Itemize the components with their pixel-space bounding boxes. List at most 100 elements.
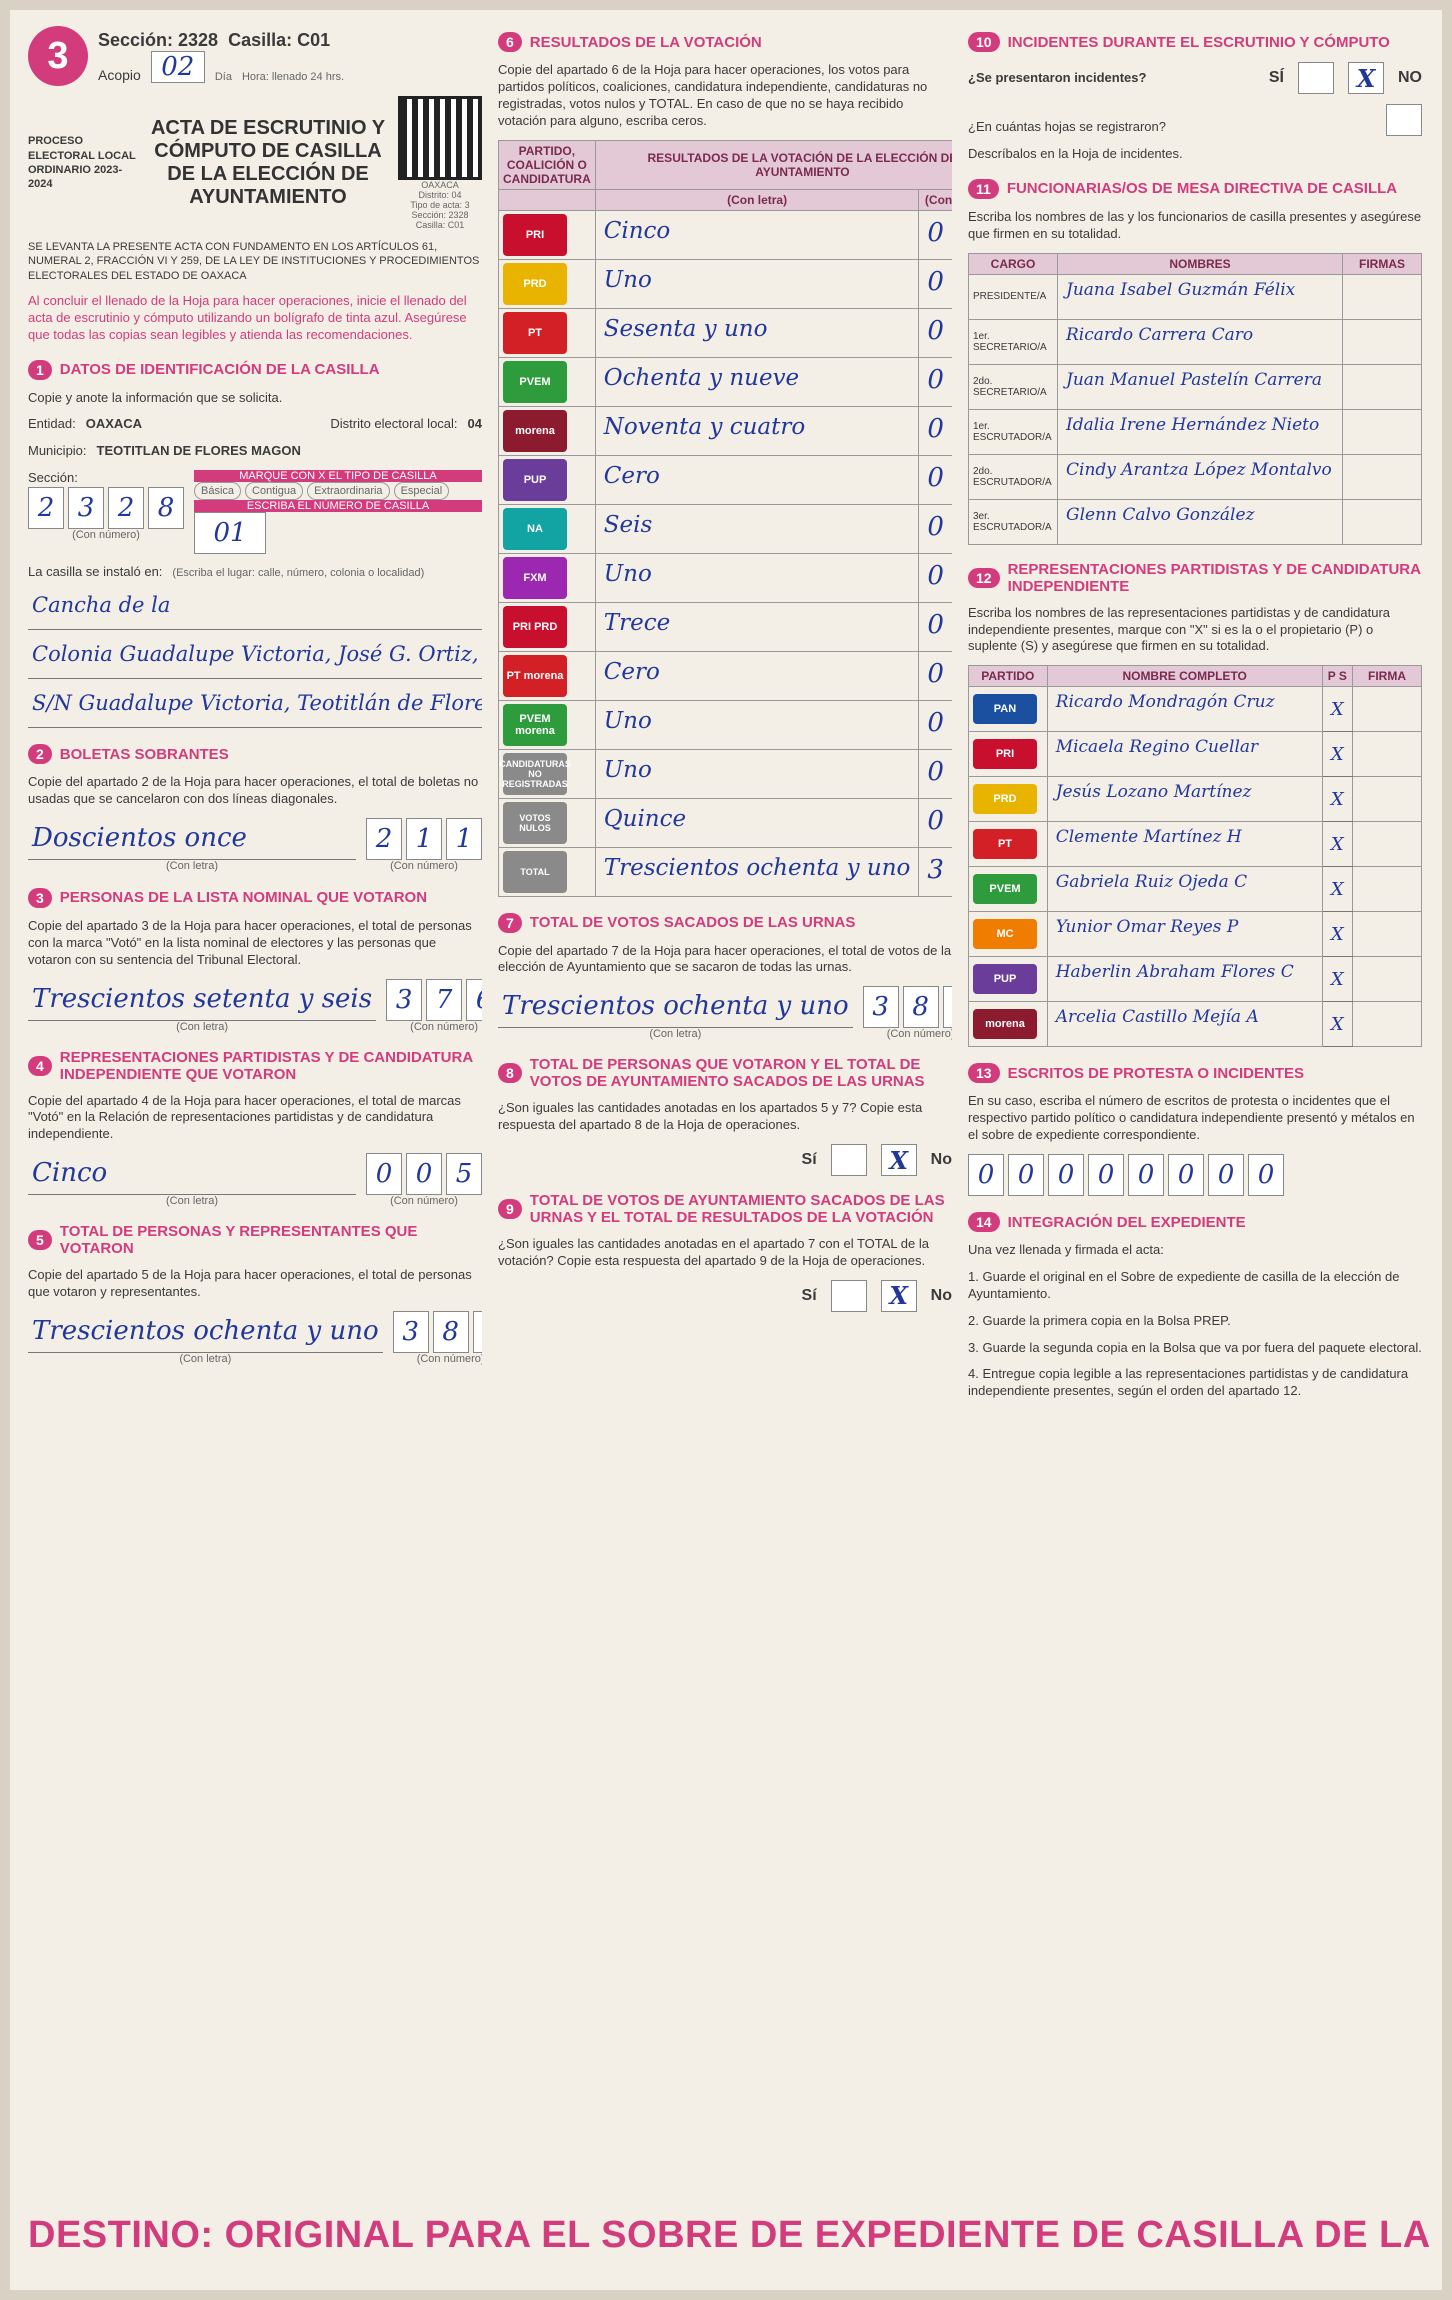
- hora-label: Hora: llenado 24 hrs.: [241, 70, 345, 83]
- no-label: No: [930, 1151, 952, 1169]
- nombre-cell: Gabriela Ruiz Ojeda C: [1046, 866, 1323, 913]
- digit: 3: [392, 1311, 429, 1354]
- party-cell: MC: [968, 911, 1048, 958]
- section-text: Copie del apartado 6 de la Hoja para hac…: [498, 62, 928, 128]
- title-row: PROCESO ELECTORAL LOCAL ORDINARIO 2023-2…: [28, 96, 482, 230]
- digit: 0: [366, 1153, 402, 1196]
- header-ids: Sección: 2328 Casilla: C01 Acopio 02 Día Hora…: [98, 30, 482, 83]
- letter-field: Trescientos ochenta y uno (Con letra): [28, 1314, 383, 1365]
- qr-info: Sección: 2328: [411, 210, 469, 220]
- instalada-row: La casilla se instaló en: (Escriba el lug…: [28, 564, 482, 581]
- section-title: REPRESENTACIONES PARTIDISTAS Y DE CANDID…: [1007, 560, 1421, 595]
- handwritten-name: Ricardo Mondragón Cruz: [1055, 692, 1275, 713]
- cargo: 2do. SECRETARIO/A: [968, 363, 1058, 410]
- handwritten-votes: Uno: [603, 707, 652, 734]
- section-number: 3: [28, 887, 52, 908]
- question: ¿Se presentaron incidentes?: [968, 69, 1147, 85]
- nombre-cell: Ricardo Carrera Caro: [1057, 318, 1343, 365]
- party-logo: NA: [503, 507, 567, 550]
- digit: 1: [472, 1311, 482, 1354]
- section-text: Copie y anote la información que se soli…: [28, 389, 283, 405]
- party-cell: VOTOS NULOS: [498, 797, 596, 848]
- number-field: 381(Con número): [862, 986, 952, 1041]
- section-header: 3 PERSONAS DE LA LISTA NOMINAL QUE VOTARO…: [28, 887, 482, 908]
- tipo-casilla: MARQUE CON X EL TIPO DE CASILLA Básica Con…: [194, 470, 482, 555]
- escritos-count: 0: [1048, 1154, 1084, 1197]
- yes-box: [830, 1144, 867, 1177]
- funcionario-row: 3er. ESCRUTADOR/A Glenn Calvo González: [968, 498, 1422, 545]
- representante-row: morena Arcelia Castillo Mejía A X: [968, 1001, 1422, 1048]
- section-number: 4: [28, 1055, 52, 1076]
- numero-cell: 005: [918, 209, 952, 260]
- number-field: 0 0 5 (Con número): [366, 1153, 482, 1207]
- party-cell: PAN: [968, 686, 1048, 733]
- letter-field: Trescientos ochenta y uno (Con letra): [498, 989, 853, 1040]
- section-text: Escriba los nombres de las representacio…: [968, 604, 1391, 654]
- section-number: 6: [498, 32, 522, 52]
- result-row: CANDIDATURAS NO REGISTRADAS Uno 001: [498, 748, 952, 799]
- handwritten-amount: Trescientos ochenta y uno: [28, 1314, 383, 1354]
- number-field: 381(Con número): [392, 1311, 482, 1366]
- tipo-title: MARQUE CON X EL TIPO DE CASILLA: [194, 470, 482, 483]
- left-column: 3 Sección: 2328 Casilla: C01 Acopio 02 Día Hor…: [28, 26, 482, 2196]
- cargo: 3er. ESCRUTADOR/A: [968, 498, 1058, 545]
- spacer: [498, 188, 596, 211]
- section-text: Copie del apartado 4 de la Hoja para hac…: [28, 1092, 461, 1142]
- party-cell: PUP: [498, 454, 596, 505]
- handwritten-name: Arcelia Castillo Mejía A: [1055, 1007, 1259, 1028]
- casilla: Casilla: C01: [228, 29, 331, 50]
- digit: 2: [108, 487, 144, 530]
- result-row: TOTAL Trescientos ochenta y uno 381: [498, 846, 952, 897]
- firma-cell: [1342, 498, 1422, 545]
- result-row: morena Noventa y cuatro 094: [498, 405, 952, 456]
- yes-label: Sí: [801, 1151, 817, 1169]
- digit: 5: [446, 1153, 482, 1196]
- handwritten-number: 001: [927, 560, 952, 591]
- section-title: FUNCIONARIAS/OS DE MESA DIRECTIVA DE CAS…: [1006, 180, 1398, 198]
- section-header: 6 RESULTADOS DE LA VOTACIÓN: [498, 32, 952, 52]
- digit: 1: [406, 817, 442, 860]
- instalada-line: Cancha de la: [28, 591, 482, 631]
- section-number: 9: [498, 1199, 522, 1220]
- digit: 8: [432, 1311, 469, 1354]
- section-number: 13: [968, 1063, 1000, 1084]
- result-row: PUP Cero 000: [498, 454, 952, 505]
- column-header: NOMBRES: [1057, 252, 1343, 275]
- funcionario-row: 1er. SECRETARIO/A Ricardo Carrera Caro: [968, 318, 1422, 365]
- letra-cell: Trescientos ochenta y uno: [594, 846, 920, 897]
- party-cell: CANDIDATURAS NO REGISTRADAS: [498, 748, 596, 799]
- handwritten-votes: Seis: [603, 511, 653, 538]
- handwritten-votes: Cero: [603, 462, 660, 489]
- handwritten-name: Gabriela Ruiz Ojeda C: [1055, 872, 1248, 893]
- municipio: TEOTITLAN DE FLORES MAGON: [96, 443, 301, 459]
- party-logo: morena: [503, 409, 567, 452]
- section-number: 1: [28, 359, 52, 380]
- nombre-cell: Juana Isabel Guzmán Félix: [1057, 273, 1343, 320]
- section-title: INTEGRACIÓN DEL EXPEDIENTE: [1007, 1213, 1246, 1231]
- handwritten-votes: Cero: [603, 658, 660, 685]
- letra-cell: Uno: [594, 748, 920, 799]
- handwritten-name: Ricardo Carrera Caro: [1066, 324, 1254, 345]
- caption: (Con número): [886, 1028, 952, 1041]
- qr-info: Distrito: 04: [418, 190, 462, 200]
- section-title: INCIDENTES DURANTE EL ESCRUTINIO Y CÓMPU…: [1007, 33, 1390, 51]
- middle-column: 6 RESULTADOS DE LA VOTACIÓN Copie del apar…: [498, 26, 952, 2196]
- handwritten-name: Yunior Omar Reyes P: [1055, 917, 1239, 938]
- caption: (Con número): [416, 1353, 482, 1366]
- section-title: DATOS DE IDENTIFICACIÓN DE LA CASILLA: [59, 361, 380, 379]
- yes-no: Sí X No: [498, 1279, 952, 1312]
- yes-label: Sí: [801, 1286, 817, 1304]
- no-label: No: [930, 1286, 952, 1304]
- acopio-label: Acopio: [98, 66, 141, 83]
- results-table: PARTIDO, COALICIÓN O CANDIDATURA RESULTAD…: [498, 139, 952, 897]
- answer-row: Trescientos setenta y seis(Con letra)376…: [28, 978, 482, 1033]
- party-logo: FXM: [503, 556, 567, 599]
- handwritten-number: 001: [927, 756, 952, 787]
- letra-cell: Cinco: [594, 209, 920, 260]
- party-logo: PRD: [503, 262, 567, 305]
- handwritten-votes: Quince: [603, 805, 687, 832]
- escritos-count: 0: [968, 1154, 1004, 1197]
- nombre-cell: Juan Manuel Pastelín Carrera: [1057, 363, 1343, 410]
- funcionarios-table: CARGO NOMBRES FIRMAS PRESIDENTE/A Juana Isab…: [968, 252, 1422, 545]
- nombre-cell: Ricardo Mondragón Cruz: [1046, 686, 1323, 733]
